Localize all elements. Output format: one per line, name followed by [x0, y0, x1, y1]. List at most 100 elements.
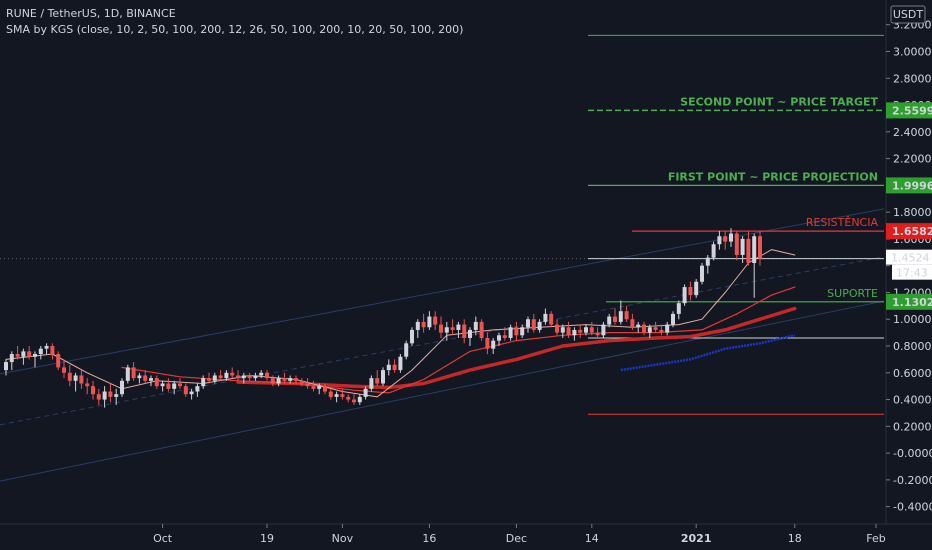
- channel-lower-line[interactable]: [0, 300, 885, 482]
- candle[interactable]: [676, 300, 681, 320]
- candle[interactable]: [299, 378, 304, 387]
- candle[interactable]: [734, 230, 739, 261]
- candle[interactable]: [537, 319, 542, 333]
- candle[interactable]: [62, 359, 66, 379]
- sma-blue-line[interactable]: [620, 334, 796, 372]
- candle[interactable]: [172, 380, 177, 395]
- candle[interactable]: [218, 370, 223, 381]
- candle[interactable]: [247, 372, 252, 381]
- candle[interactable]: [624, 305, 629, 322]
- candle[interactable]: [230, 367, 235, 379]
- candle[interactable]: [270, 375, 275, 387]
- candle[interactable]: [317, 383, 322, 395]
- candle[interactable]: [108, 383, 113, 403]
- candle[interactable]: [189, 388, 194, 400]
- candle[interactable]: [346, 394, 351, 403]
- candle[interactable]: [15, 346, 20, 360]
- candle[interactable]: [688, 281, 693, 301]
- channel-upper-line[interactable]: [0, 208, 885, 375]
- candle[interactable]: [154, 375, 159, 389]
- candle[interactable]: [369, 375, 374, 392]
- candle[interactable]: [439, 316, 443, 338]
- candle[interactable]: [450, 319, 455, 336]
- candle[interactable]: [137, 372, 142, 384]
- candle[interactable]: [711, 241, 716, 261]
- candle[interactable]: [195, 383, 200, 397]
- candle[interactable]: [717, 230, 722, 250]
- candle[interactable]: [79, 370, 84, 389]
- candle[interactable]: [682, 284, 687, 306]
- candle[interactable]: [427, 311, 432, 330]
- candle[interactable]: [212, 372, 217, 384]
- candle[interactable]: [323, 383, 327, 395]
- candle[interactable]: [9, 351, 14, 371]
- candle[interactable]: [27, 346, 32, 360]
- sma-slow-line[interactable]: [236, 306, 797, 390]
- candle[interactable]: [311, 380, 316, 392]
- candle[interactable]: [613, 308, 617, 325]
- candle[interactable]: [584, 324, 588, 336]
- candle[interactable]: [578, 324, 583, 338]
- candle[interactable]: [236, 370, 240, 381]
- candle[interactable]: [282, 372, 287, 384]
- candle[interactable]: [694, 279, 699, 298]
- candle[interactable]: [114, 388, 119, 405]
- candle[interactable]: [415, 319, 420, 338]
- candle[interactable]: [363, 386, 368, 400]
- candle[interactable]: [334, 391, 339, 403]
- candle[interactable]: [642, 321, 646, 336]
- candle[interactable]: [421, 313, 426, 333]
- candle[interactable]: [636, 321, 641, 333]
- currency-badge[interactable]: [890, 5, 926, 24]
- channel-mid-line[interactable]: [0, 256, 885, 426]
- candle[interactable]: [601, 321, 606, 338]
- candle[interactable]: [276, 375, 281, 387]
- candle[interactable]: [543, 308, 548, 325]
- candle[interactable]: [131, 362, 136, 381]
- candle[interactable]: [67, 364, 72, 387]
- candle[interactable]: [241, 372, 246, 384]
- candle[interactable]: [253, 372, 258, 381]
- sma-fast-line[interactable]: [5, 249, 796, 398]
- candle[interactable]: [607, 313, 612, 328]
- candle[interactable]: [386, 359, 391, 376]
- candle[interactable]: [294, 375, 298, 384]
- candle[interactable]: [491, 337, 496, 355]
- candle[interactable]: [746, 230, 751, 266]
- candle[interactable]: [618, 300, 623, 325]
- candle[interactable]: [305, 378, 310, 389]
- candle[interactable]: [502, 327, 507, 341]
- candle[interactable]: [665, 321, 670, 336]
- candle[interactable]: [149, 375, 153, 387]
- candle[interactable]: [740, 236, 745, 263]
- candle[interactable]: [456, 321, 461, 338]
- candle[interactable]: [473, 316, 478, 336]
- candle[interactable]: [549, 311, 554, 328]
- candle[interactable]: [531, 313, 536, 333]
- candle[interactable]: [508, 324, 513, 341]
- candle[interactable]: [398, 354, 403, 373]
- candle[interactable]: [166, 378, 171, 392]
- candle[interactable]: [468, 327, 472, 346]
- candle[interactable]: [21, 348, 26, 365]
- candle[interactable]: [357, 394, 362, 405]
- candle[interactable]: [96, 388, 101, 405]
- candle[interactable]: [44, 343, 49, 355]
- candle[interactable]: [566, 321, 571, 338]
- candle[interactable]: [729, 228, 733, 247]
- candle[interactable]: [265, 370, 269, 381]
- candle[interactable]: [514, 321, 519, 341]
- candle[interactable]: [410, 327, 414, 346]
- candle[interactable]: [178, 378, 182, 389]
- candle[interactable]: [328, 388, 333, 400]
- candle[interactable]: [125, 364, 130, 384]
- candle[interactable]: [73, 372, 78, 392]
- candle[interactable]: [572, 327, 577, 341]
- candle[interactable]: [560, 324, 565, 338]
- candle[interactable]: [520, 324, 525, 338]
- candle[interactable]: [404, 340, 409, 360]
- candle[interactable]: [705, 254, 710, 274]
- candle[interactable]: [375, 370, 380, 387]
- candle[interactable]: [143, 370, 148, 384]
